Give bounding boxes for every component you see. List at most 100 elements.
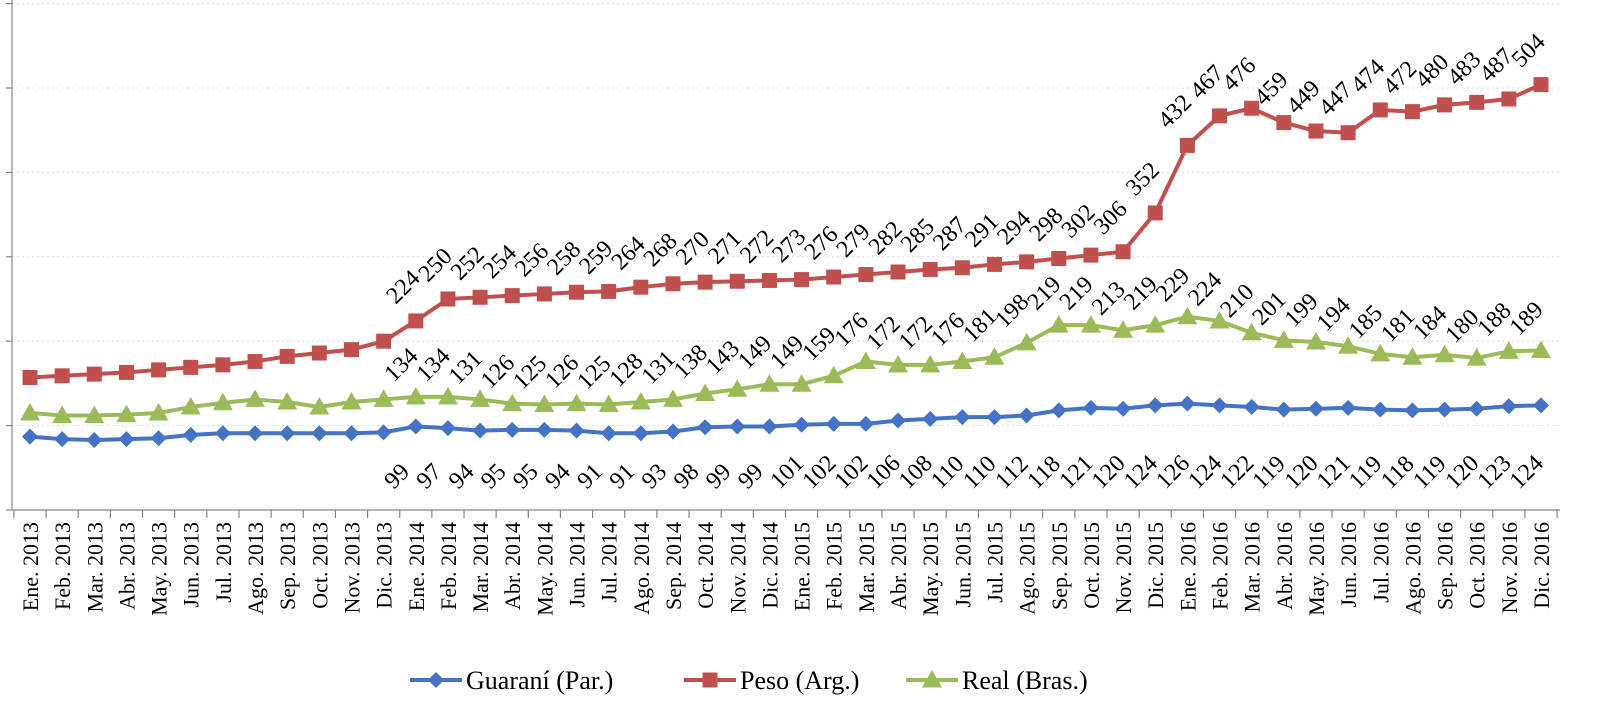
x-tick-label: Dic. 2015 [1143, 522, 1168, 609]
data-point [1466, 348, 1487, 366]
data-point [116, 404, 137, 423]
data-point [986, 256, 1002, 272]
data-point [215, 357, 231, 373]
x-tick-label: Nov. 2015 [1111, 522, 1136, 613]
data-point [633, 279, 649, 295]
data-point [428, 672, 444, 688]
data-point [952, 351, 973, 369]
x-tick-label: May. 2015 [918, 522, 943, 616]
x-tick-label: Jun. 2016 [1336, 522, 1361, 608]
data-point [1273, 330, 1294, 348]
data-point [180, 397, 201, 415]
x-tick-label: Oct. 2016 [1465, 522, 1490, 609]
data-point [729, 273, 745, 289]
data-point [1500, 398, 1517, 415]
x-tick-label: Dic. 2014 [757, 522, 782, 609]
x-tick-label: Nov. 2014 [725, 522, 750, 613]
x-tick-label: Jul. 2013 [211, 522, 236, 603]
data-point [373, 389, 394, 407]
x-tick-label: May. 2014 [532, 522, 557, 616]
data-point [502, 393, 523, 412]
data-point [1404, 104, 1420, 120]
data-point [1147, 397, 1164, 414]
x-tick-label: Abr. 2015 [886, 522, 911, 610]
data-label: 98 [669, 459, 704, 494]
data-point [1019, 254, 1035, 270]
data-point [54, 368, 70, 384]
data-point [440, 291, 456, 307]
data-point [922, 670, 942, 688]
series-triangle [20, 306, 1551, 423]
data-point [888, 354, 909, 373]
data-label: 124 [1505, 450, 1549, 494]
data-point [22, 369, 38, 385]
data-point [566, 393, 587, 412]
data-point [1308, 123, 1324, 139]
data-point [598, 394, 619, 412]
data-point [1437, 97, 1453, 113]
x-tick-label: Abr. 2016 [1272, 522, 1297, 610]
data-point [1434, 344, 1455, 363]
data-point [1305, 332, 1326, 350]
data-point [825, 415, 842, 432]
data-point [247, 425, 264, 442]
data-point [665, 276, 681, 292]
data-label: 93 [637, 459, 672, 494]
data-point [1212, 108, 1228, 124]
data-point [1083, 247, 1099, 263]
data-point [1241, 322, 1262, 341]
x-tick-label: Oct. 2014 [693, 522, 718, 609]
data-point [702, 672, 718, 688]
data-point [1016, 332, 1037, 351]
x-tick-label: Jun. 2013 [179, 522, 204, 608]
x-tick-label: Feb. 2013 [50, 522, 75, 610]
data-point [986, 409, 1003, 426]
data-label: 91 [573, 459, 608, 494]
legend-item: Guaraní (Par.) [410, 666, 613, 695]
data-point [1533, 397, 1549, 414]
data-point [277, 391, 298, 410]
data-point [341, 391, 362, 410]
data-point [151, 362, 167, 378]
data-point [1082, 399, 1099, 416]
axes [6, 0, 1560, 518]
data-point [343, 425, 360, 442]
data-label: 94 [540, 459, 575, 494]
x-tick-label: Dic. 2013 [372, 522, 397, 609]
data-point [376, 333, 392, 349]
data-point [1340, 399, 1357, 416]
data-point [279, 425, 296, 442]
data-point [600, 425, 617, 442]
data-label: 99 [733, 459, 768, 494]
data-point [662, 389, 683, 407]
x-tick-label: Oct. 2013 [307, 522, 332, 609]
legend: Guaraní (Par.) Peso (Arg.) Real (Bras.) [410, 666, 1088, 695]
x-tick-label: Jun. 2014 [565, 522, 590, 608]
x-tick-label: Jul. 2014 [597, 522, 622, 603]
data-point [536, 421, 553, 438]
data-point [1402, 347, 1423, 365]
data-point [408, 313, 424, 329]
data-point [405, 386, 426, 405]
legend-item: Real (Bras.) [906, 666, 1088, 695]
data-point [84, 405, 105, 423]
x-tick-label: Ago. 2015 [1015, 522, 1040, 615]
data-point [279, 348, 295, 364]
data-point [1370, 343, 1391, 362]
x-tick-label: Sep. 2014 [661, 522, 686, 610]
x-tick-label: Feb. 2014 [436, 522, 461, 610]
x-tick-label: Ene. 2014 [404, 522, 429, 611]
data-point [214, 425, 231, 442]
data-point [311, 425, 328, 442]
data-point [437, 386, 458, 405]
data-label: 432 [1153, 90, 1197, 134]
data-point [697, 419, 714, 436]
data-point [54, 431, 71, 448]
data-point [118, 364, 134, 380]
data-point [984, 347, 1005, 365]
data-point [183, 359, 199, 375]
data-label: 306 [1089, 196, 1133, 240]
data-point [793, 416, 810, 433]
data-point [1244, 100, 1260, 116]
x-tick-label: Mar. 2014 [468, 522, 493, 612]
